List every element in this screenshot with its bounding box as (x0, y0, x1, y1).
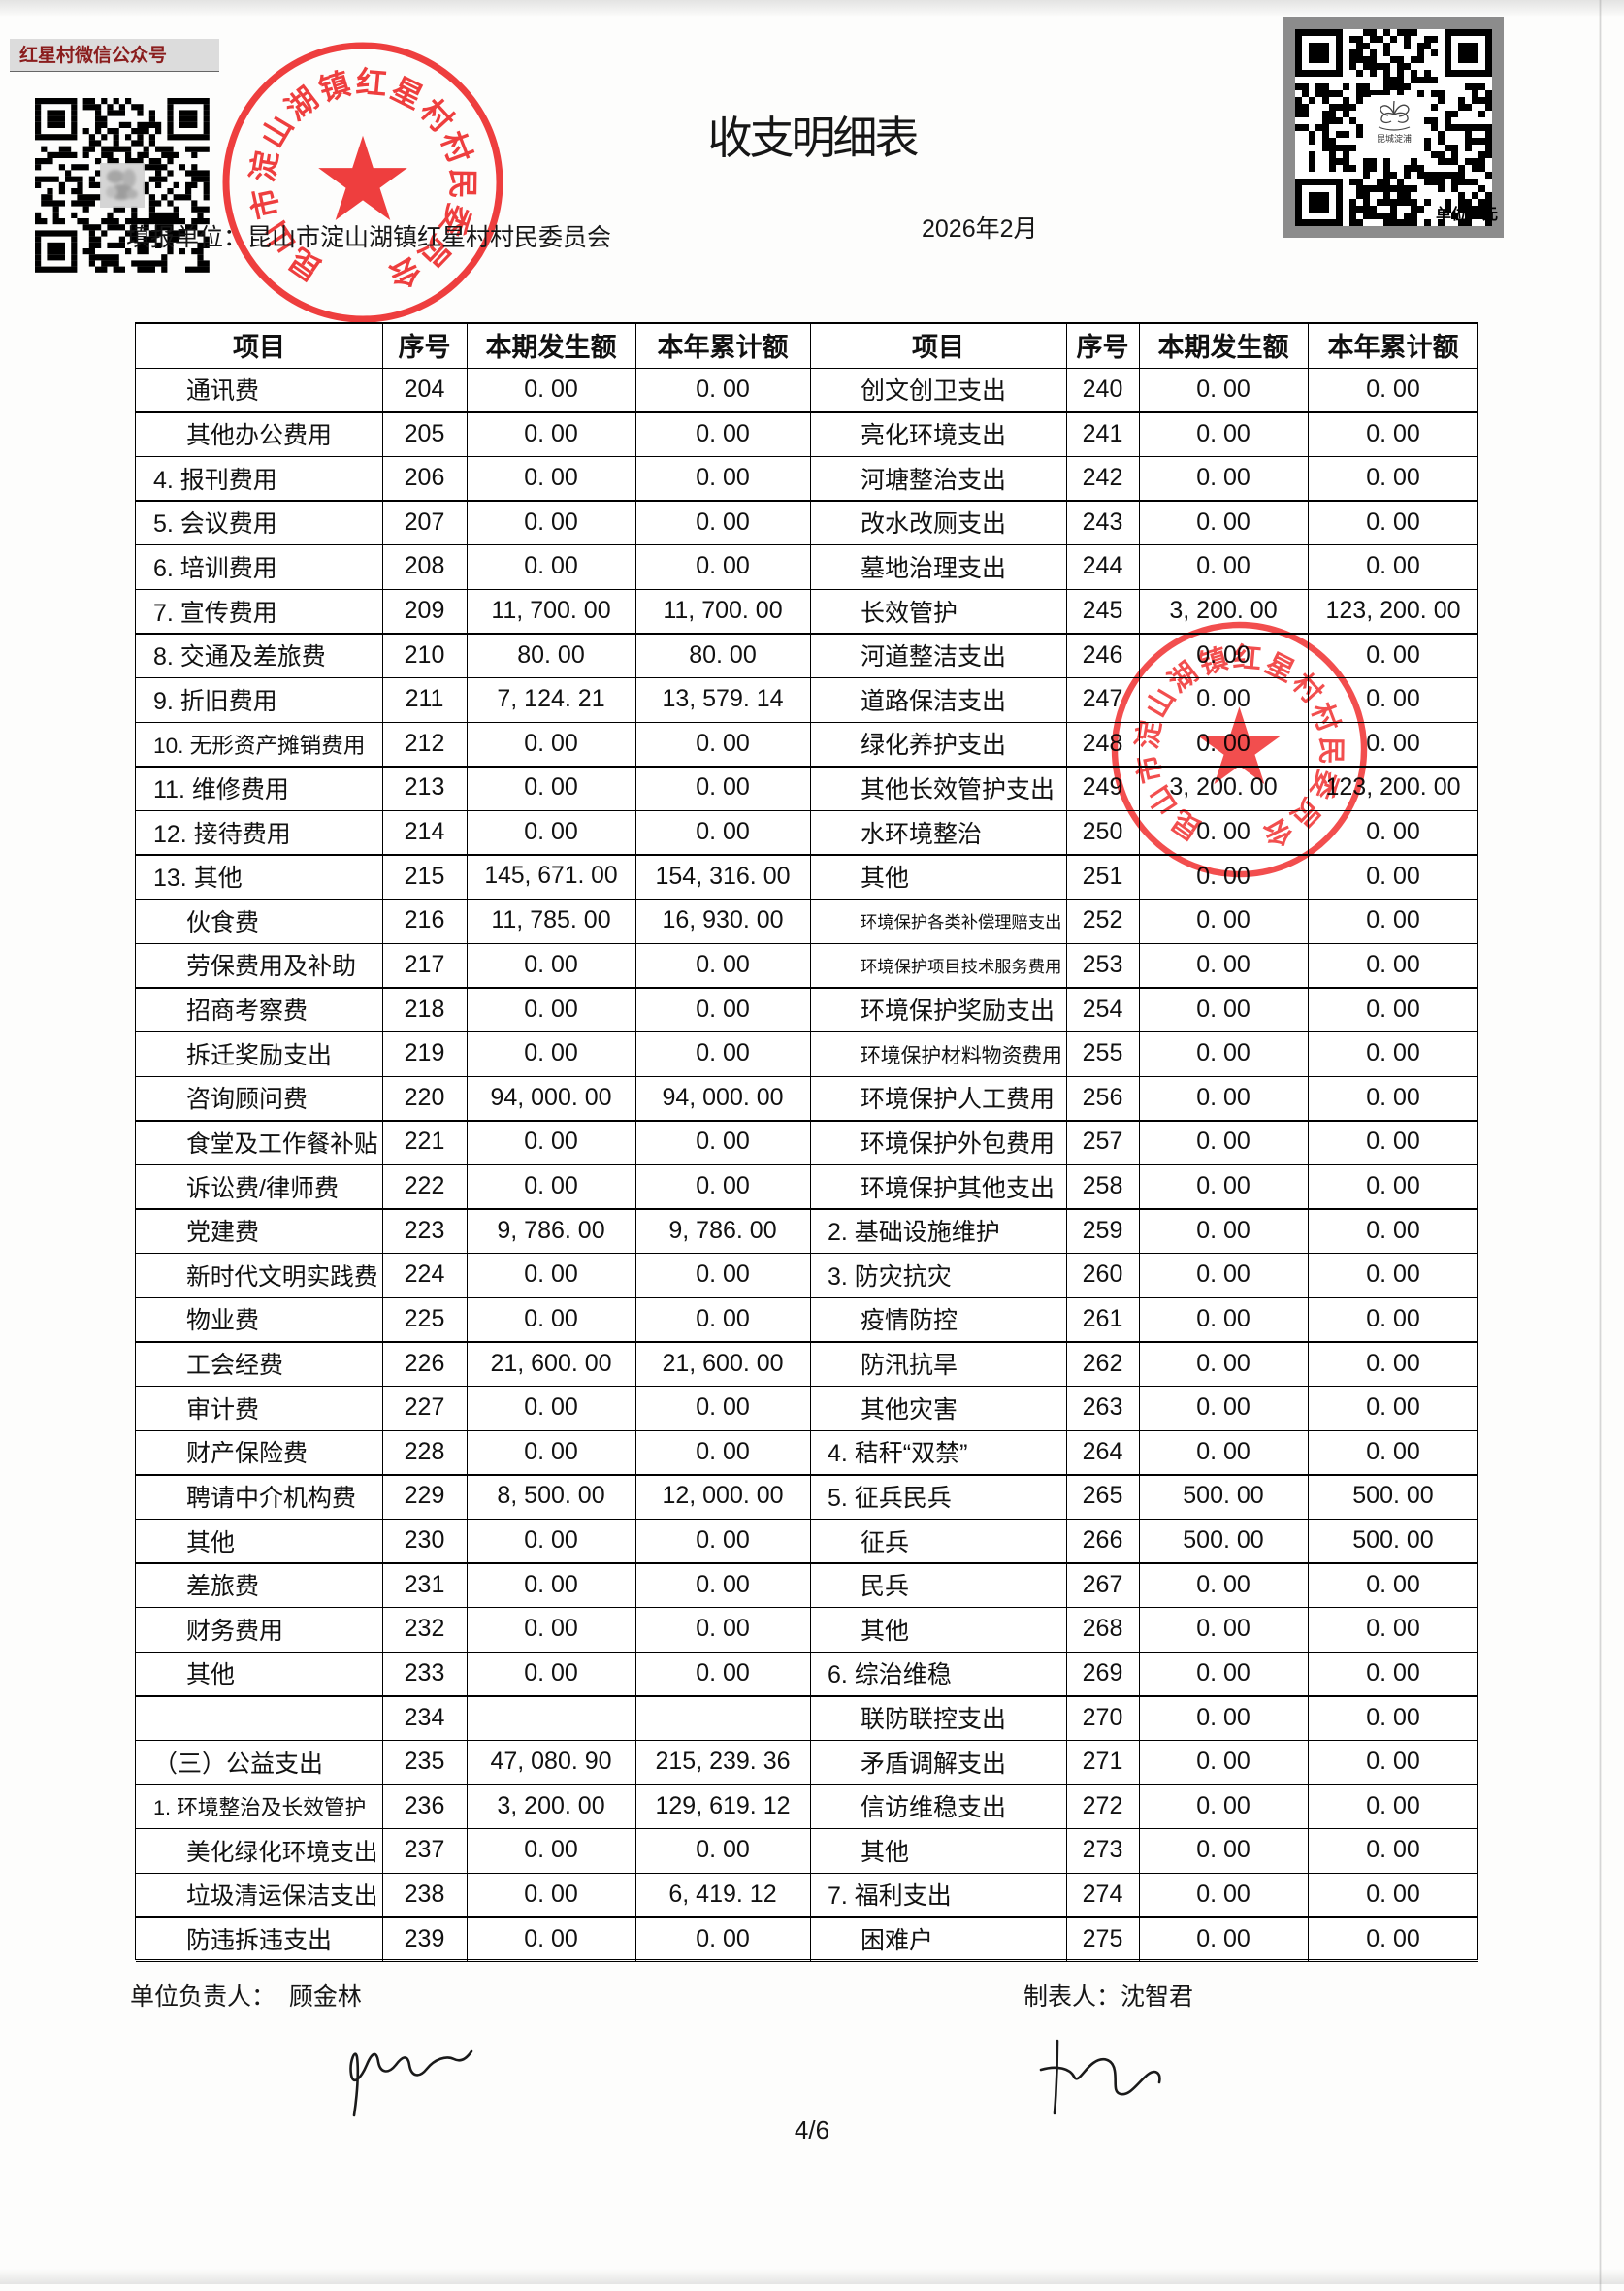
svg-text:村: 村 (1305, 699, 1344, 736)
svg-text:市: 市 (244, 184, 285, 221)
svg-text:市: 市 (1131, 752, 1168, 786)
svg-text:镇: 镇 (1196, 643, 1232, 681)
svg-text:民: 民 (1315, 736, 1346, 765)
svg-text:民: 民 (445, 168, 480, 199)
svg-text:红: 红 (1232, 641, 1263, 675)
svg-text:淀: 淀 (1131, 718, 1167, 751)
svg-text:红: 红 (355, 64, 389, 102)
svg-text:镇: 镇 (315, 66, 354, 108)
